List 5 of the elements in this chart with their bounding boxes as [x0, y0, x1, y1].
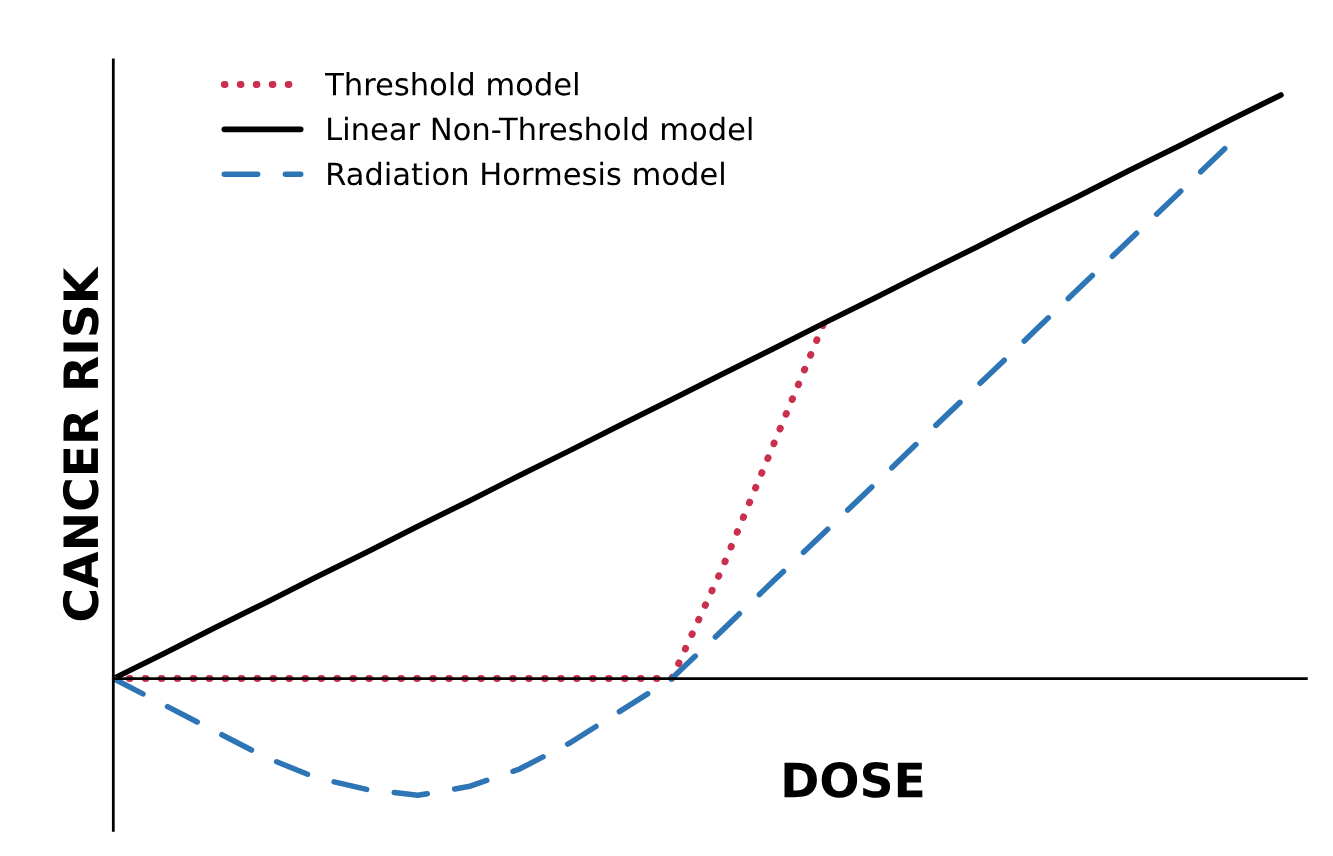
- x-axis-title: DOSE: [784, 762, 923, 798]
- legend-label: Threshold model: [325, 72, 578, 96]
- legend-label: Radiation Hormesis model: [328, 161, 724, 186]
- legend-label: Linear Non-Threshold model: [328, 116, 752, 141]
- y-axis-title: CANCER RISK: [62, 266, 99, 621]
